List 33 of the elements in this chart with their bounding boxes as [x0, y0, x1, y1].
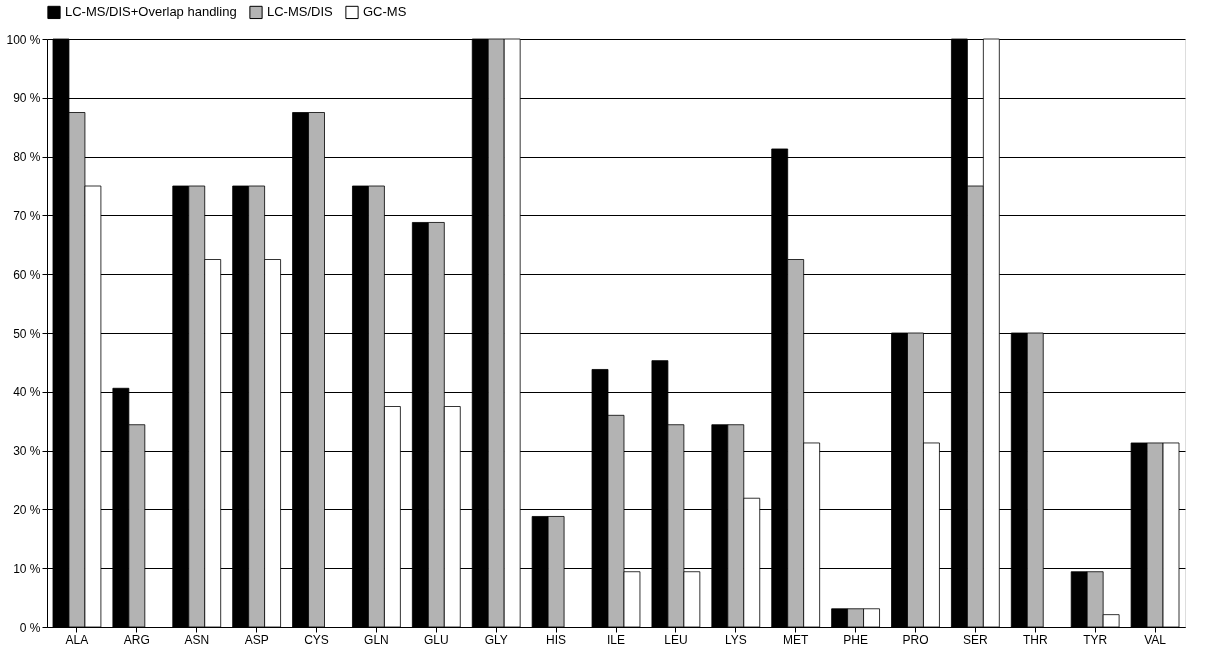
x-tick-label: THR — [1022, 632, 1048, 647]
x-tick-label: LYS — [724, 632, 747, 647]
x-tick-label: PRO — [902, 632, 929, 647]
x-tick-label: VAL — [1144, 632, 1167, 647]
y-tick-label: 40 % — [13, 385, 41, 400]
x-tick-label: GLY — [484, 632, 508, 647]
x-tick-label: ASP — [244, 632, 269, 647]
legend-label: LC-MS/DIS+Overlap handling — [65, 4, 237, 20]
x-tick-label: GLN — [364, 632, 389, 647]
x-tick-label: GLU — [423, 632, 449, 647]
y-tick-label: 50 % — [13, 326, 41, 341]
x-tick-label: ARG — [123, 632, 150, 647]
x-tick-label: MET — [783, 632, 810, 647]
x-tick-label: CYS — [304, 632, 329, 647]
y-tick-label: 30 % — [13, 444, 41, 459]
y-tick-label: 100 % — [6, 32, 41, 47]
x-tick-label: SER — [963, 632, 989, 647]
x-tick-label: ASN — [184, 632, 210, 647]
x-tick-label: TYR — [1083, 632, 1108, 647]
x-tick-label: PHE — [843, 632, 868, 647]
y-tick-label: 10 % — [13, 561, 41, 576]
x-tick-label: HIS — [546, 632, 567, 647]
y-tick-label: 80 % — [13, 150, 41, 165]
y-tick-label: 70 % — [13, 208, 41, 223]
legend-label: GC-MS — [363, 4, 407, 20]
y-tick-label: 60 % — [13, 267, 41, 282]
x-tick-label: LEU — [664, 632, 688, 647]
legend-label: LC-MS/DIS — [267, 4, 334, 20]
y-tick-label: 20 % — [13, 502, 41, 517]
x-tick-label: ALA — [65, 632, 89, 647]
y-tick-label: 0 % — [19, 620, 41, 635]
x-tick-label: ILE — [606, 632, 626, 647]
y-tick-label: 90 % — [13, 91, 41, 106]
